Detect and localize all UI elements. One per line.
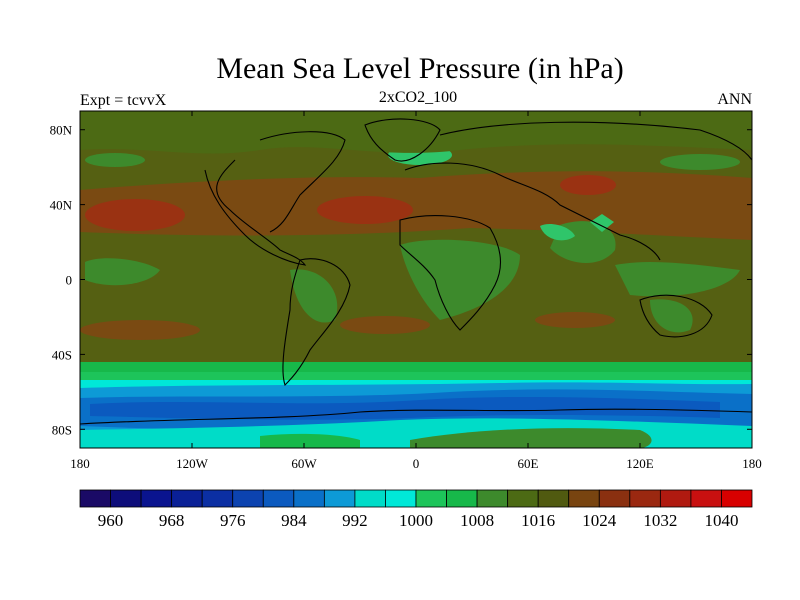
colorbar-swatch xyxy=(507,489,539,508)
x-axis: 180 120W 60W 0 60E 120E 180 xyxy=(70,111,762,471)
x-tick-label: 0 xyxy=(413,456,420,471)
north-atlantic-high xyxy=(317,196,413,224)
australia-low xyxy=(650,299,693,333)
colorbar-swatch xyxy=(262,489,295,508)
colorbar-swatch xyxy=(232,489,264,508)
colorbar-swatch xyxy=(598,489,631,508)
x-tick-label: 180 xyxy=(70,456,90,471)
asian-high xyxy=(560,175,616,195)
colorbar-label: 968 xyxy=(159,511,185,530)
scenario-label: 2xCO2_100 xyxy=(378,89,458,106)
colorbar-label: 1024 xyxy=(582,511,617,530)
colorbar-swatch xyxy=(385,489,417,508)
colorbar-label: 1016 xyxy=(521,511,555,530)
colorbar-swatch xyxy=(140,489,173,508)
aleutian-low xyxy=(85,153,145,167)
maritime-continent-low xyxy=(615,262,740,297)
south-pacific-high xyxy=(80,320,200,340)
colorbar-swatch xyxy=(171,489,203,508)
antarctic-west xyxy=(260,433,360,448)
colorbar-swatch xyxy=(476,489,509,508)
period-label: ANN xyxy=(717,91,752,108)
x-tick-label: 120E xyxy=(626,456,654,471)
colorbar-swatch xyxy=(323,489,356,508)
colorbar-swatch xyxy=(568,489,600,508)
colorbar-label: 1040 xyxy=(704,511,738,530)
antarctica-coast xyxy=(80,408,752,425)
colorbar-label: 1008 xyxy=(460,511,494,530)
north-america-west-coast xyxy=(204,159,307,266)
experiment-label: Expt = tcvvX xyxy=(80,92,167,109)
colorbar-swatch xyxy=(446,489,478,508)
tibet-low xyxy=(590,214,614,232)
colorbar-label: 1000 xyxy=(399,511,433,530)
colorbar-swatch xyxy=(293,489,325,508)
x-tick-label: 120W xyxy=(176,456,209,471)
colorbar-swatch xyxy=(629,489,661,508)
pacific-tropical-low xyxy=(85,258,160,286)
africa-low xyxy=(400,239,520,320)
indian-ocean-high xyxy=(535,312,615,328)
colorbar-label: 960 xyxy=(98,511,124,530)
africa-coast xyxy=(399,215,501,331)
arabia-low xyxy=(540,224,575,241)
colorbar-swatch xyxy=(110,489,142,508)
colorbar-swatch xyxy=(201,489,234,508)
siberian-field xyxy=(660,154,740,170)
coastlines xyxy=(80,118,752,425)
greenland-coast xyxy=(364,118,441,162)
colorbar: 960 968 976 984 992 1000 1008 1016 1024 1032 1040 xyxy=(79,489,753,530)
colorbar-swatch xyxy=(354,489,386,508)
x-tick-label: 60W xyxy=(291,456,317,471)
y-tick-label: 80S xyxy=(52,422,72,437)
colorbar-swatch xyxy=(79,489,111,508)
antarctic-plateau xyxy=(410,428,652,448)
south-atlantic-high xyxy=(340,316,430,334)
eurasia-south-coast xyxy=(404,162,661,261)
pressure-field xyxy=(80,111,752,448)
colorbar-swatch xyxy=(690,489,722,508)
x-tick-label: 60E xyxy=(518,456,539,471)
colorbar-swatch xyxy=(415,489,447,508)
x-tick-label: 180 xyxy=(742,456,762,471)
colorbar-label: 992 xyxy=(342,511,368,530)
chart-title: Mean Sea Level Pressure (in hPa) xyxy=(216,52,624,85)
y-axis: 80N 40N 0 40S 80S xyxy=(50,123,752,437)
arctic-field xyxy=(80,111,752,154)
colorbar-label: 976 xyxy=(220,511,246,530)
colorbar-swatch xyxy=(537,489,570,508)
south-america-low xyxy=(290,269,338,323)
eurasia-north-coast xyxy=(439,121,752,161)
y-tick-label: 40N xyxy=(50,198,73,213)
north-america-east-coast xyxy=(259,131,346,233)
y-tick-label: 80N xyxy=(50,123,73,138)
north-pacific-high xyxy=(85,199,185,231)
y-tick-label: 0 xyxy=(66,273,73,288)
australia-coast xyxy=(639,294,713,338)
south-america-coast xyxy=(282,258,351,387)
colorbar-label: 984 xyxy=(281,511,307,530)
colorbar-swatch xyxy=(721,489,753,508)
southern-band-6 xyxy=(90,396,720,420)
colorbar-swatch xyxy=(659,489,692,508)
y-tick-label: 40S xyxy=(52,347,72,362)
colorbar-label: 1032 xyxy=(643,511,677,530)
